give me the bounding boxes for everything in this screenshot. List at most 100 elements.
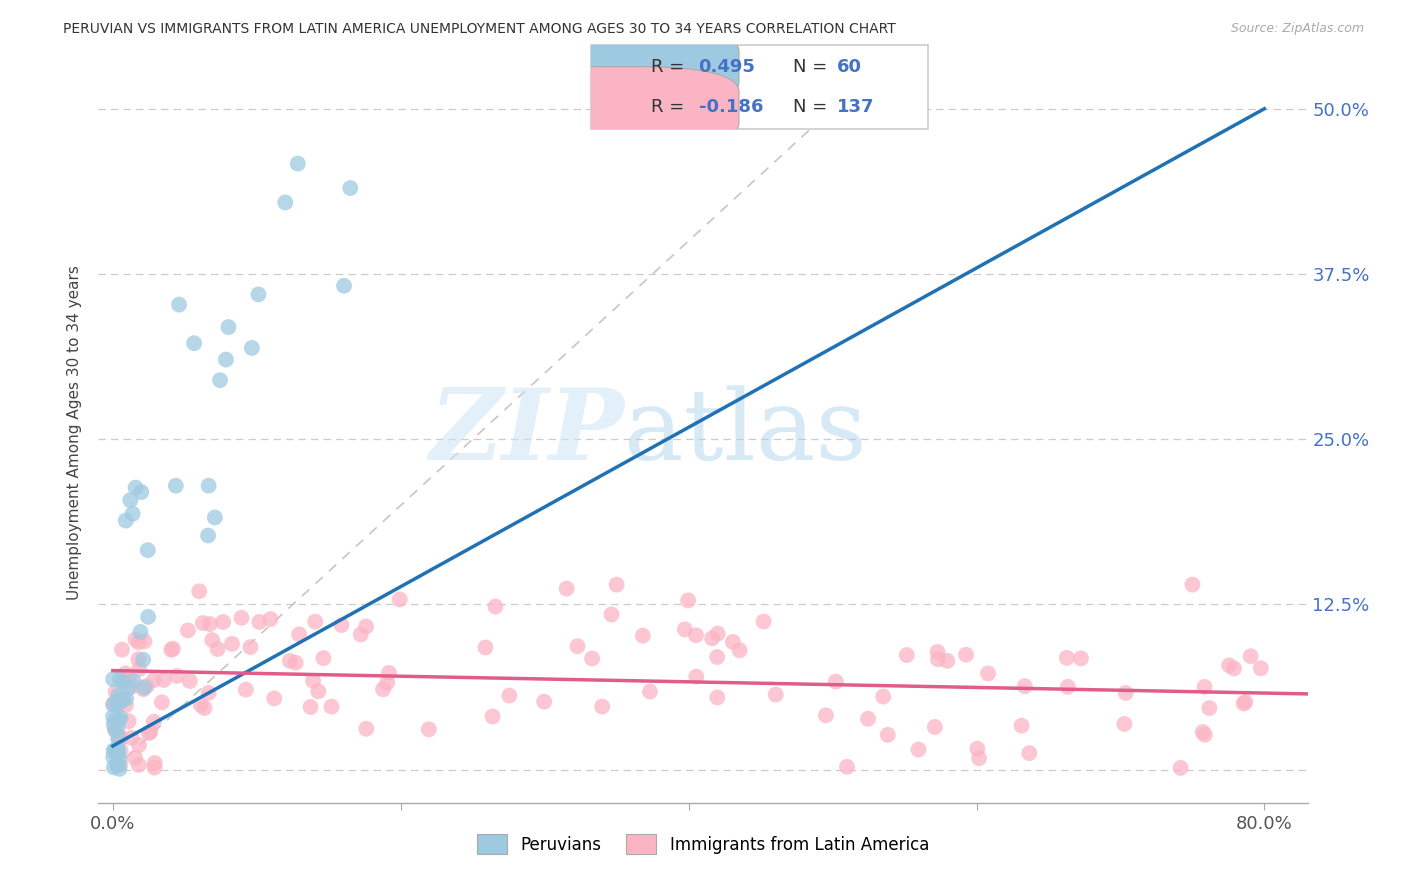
Point	[115, 698, 138, 712]
Point	[555, 582, 578, 596]
Point	[215, 352, 238, 367]
Point	[927, 652, 949, 666]
Point	[418, 723, 440, 737]
Point	[207, 642, 229, 657]
Point	[107, 731, 129, 746]
Point	[240, 341, 263, 355]
Point	[108, 757, 131, 772]
Text: R =: R =	[651, 58, 690, 76]
Point	[143, 756, 166, 770]
Point	[924, 720, 946, 734]
Point	[198, 617, 221, 632]
Point	[350, 627, 373, 641]
Point	[132, 653, 155, 667]
Point	[217, 320, 239, 334]
Point	[631, 629, 654, 643]
Point	[167, 298, 190, 312]
Point	[339, 181, 361, 195]
Text: N =: N =	[793, 58, 832, 76]
Point	[330, 618, 353, 632]
Point	[201, 633, 224, 648]
Point	[354, 619, 377, 633]
Point	[134, 681, 156, 695]
Point	[179, 673, 201, 688]
Point	[107, 697, 129, 711]
Point	[856, 712, 879, 726]
Point	[104, 746, 127, 760]
Point	[103, 717, 125, 731]
Point	[247, 615, 270, 629]
Point	[673, 623, 696, 637]
Point	[104, 743, 127, 757]
Point	[685, 628, 707, 642]
Point	[197, 686, 219, 700]
Point	[955, 648, 977, 662]
Point	[107, 745, 129, 759]
Point	[1191, 725, 1213, 739]
Point	[765, 688, 787, 702]
Point	[136, 543, 159, 558]
Point	[967, 751, 990, 765]
Point	[105, 758, 128, 772]
Point	[143, 760, 166, 774]
Text: 60: 60	[837, 58, 862, 76]
Point	[907, 742, 929, 756]
Point	[128, 738, 150, 752]
Point	[1234, 695, 1257, 709]
Point	[110, 692, 132, 706]
Point	[112, 692, 135, 706]
Point	[108, 762, 131, 776]
Point	[115, 691, 138, 706]
Point	[142, 673, 165, 688]
Point	[124, 632, 146, 647]
Point	[263, 691, 285, 706]
Point	[1194, 680, 1216, 694]
Point	[104, 713, 127, 727]
Point	[118, 670, 141, 684]
Point	[936, 654, 959, 668]
Point	[498, 689, 520, 703]
Point	[235, 682, 257, 697]
Point	[166, 669, 188, 683]
Point	[128, 635, 150, 649]
Point	[138, 726, 160, 740]
Point	[103, 760, 125, 774]
Point	[108, 697, 131, 711]
Point	[567, 639, 589, 653]
Point	[1014, 679, 1036, 693]
Point	[160, 643, 183, 657]
Point	[209, 373, 232, 387]
Point	[321, 699, 343, 714]
Point	[284, 656, 307, 670]
Point	[239, 640, 262, 654]
Point	[1114, 717, 1136, 731]
Point	[128, 757, 150, 772]
Point	[103, 750, 125, 764]
Point	[121, 731, 143, 745]
Point	[299, 700, 322, 714]
Point	[104, 723, 127, 738]
Point	[191, 615, 214, 630]
Point	[814, 708, 837, 723]
Point	[581, 651, 603, 665]
Point	[104, 720, 127, 734]
Point	[105, 741, 128, 756]
Point	[153, 673, 176, 687]
Point	[896, 648, 918, 662]
Point	[108, 752, 131, 766]
Point	[122, 673, 145, 688]
Point	[139, 725, 162, 739]
Point	[124, 751, 146, 765]
Point	[110, 743, 132, 757]
Point	[824, 674, 846, 689]
Point	[304, 615, 326, 629]
Point	[127, 652, 149, 666]
Point	[104, 723, 127, 737]
Point	[177, 624, 200, 638]
Point	[1115, 686, 1137, 700]
Point	[371, 682, 394, 697]
Point	[142, 714, 165, 729]
Point	[221, 637, 243, 651]
Point	[114, 514, 136, 528]
Point	[108, 693, 131, 707]
